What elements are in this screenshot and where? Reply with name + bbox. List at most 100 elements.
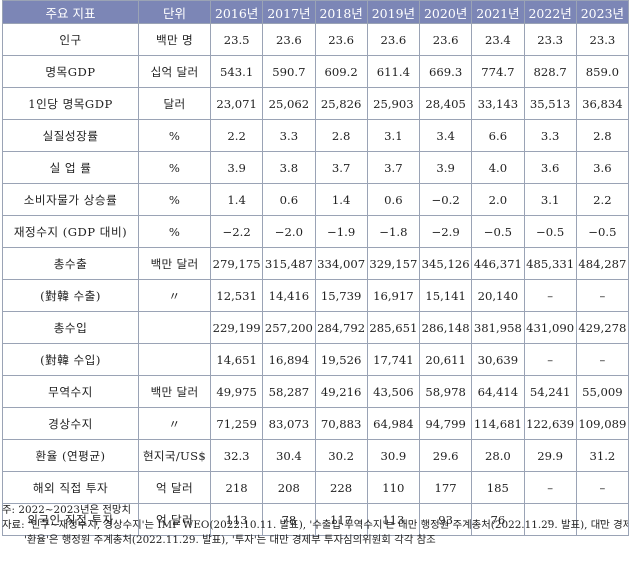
value-cell: 185 [471, 471, 525, 504]
value-cell: 2.2 [575, 183, 630, 216]
header-year: 2017년 [262, 0, 316, 24]
value-cell: 25,826 [314, 87, 368, 120]
table-row: 경상수지 〃 71,259 83,073 70,883 64,984 94,799 114,6… [2, 407, 630, 440]
row-unit: 백만 명 [138, 23, 211, 56]
value-cell: 3.7 [366, 151, 421, 184]
value-cell: 36,834 [575, 87, 630, 120]
value-cell: 859.0 [575, 55, 630, 88]
header-year: 2020년 [418, 0, 473, 24]
row-unit: % [138, 151, 211, 184]
table-row: 총수입 229,199 257,200 284,792 285,651 286,148 38… [2, 311, 630, 344]
value-cell: 23.4 [471, 23, 525, 56]
value-cell: −0.5 [575, 215, 630, 248]
table-row: 소비자물가 상승률% 1.4 0.6 1.4 0.6 −0.2 2.0 3.1 2.2 [2, 183, 630, 216]
table-row: (對韓 수입) 14,651 16,894 19,526 17,741 20,611 30,… [2, 343, 630, 376]
value-cell: 828.7 [523, 55, 577, 88]
table-row: (對韓 수출) 〃 12,531 14,416 15,739 16,917 15,141 20… [2, 279, 630, 312]
header-year: 2016년 [209, 0, 264, 24]
header-indicator: 주요 지표 [2, 0, 139, 24]
value-cell: 32.3 [209, 439, 264, 472]
value-cell: 64,984 [366, 407, 421, 440]
table-header: 주요 지표 단위 2016년 2017년 2018년 2019년 2020년 2021년 202… [2, 0, 630, 24]
row-label: 경상수지 [2, 407, 139, 440]
table-row: 총수출 백만 달러 279,175 315,487 334,007 329,157 345,… [2, 247, 630, 280]
value-cell: 28,405 [418, 87, 473, 120]
value-cell: 774.7 [471, 55, 525, 88]
value-cell: 64,414 [471, 375, 525, 408]
value-cell: 429,278 [575, 311, 630, 344]
row-label: 인구 [2, 23, 139, 56]
value-cell: 20,611 [418, 343, 473, 376]
row-label: (對韓 수출) [2, 279, 139, 312]
row-unit: 달러 [138, 87, 211, 120]
value-cell: 229,199 [209, 311, 264, 344]
value-cell: 114,681 [471, 407, 525, 440]
row-label: 1인당 명목GDP [2, 87, 139, 120]
row-unit: 〃 [138, 407, 211, 440]
value-cell: 218 [209, 471, 264, 504]
value-cell: 3.1 [523, 183, 577, 216]
row-label: 명목GDP [2, 55, 139, 88]
table-row: 명목GDP 십억 달러 543.1 590.7 609.2 611.4 669.3 774.7… [2, 55, 630, 88]
row-unit: % [138, 183, 211, 216]
value-cell: 19,526 [314, 343, 368, 376]
value-cell: −0.5 [471, 215, 525, 248]
value-cell: −0.5 [523, 215, 577, 248]
value-cell: 1.4 [314, 183, 368, 216]
row-unit: 백만 달러 [138, 247, 211, 280]
table-row: 1인당 명목GDP 달러 23,071 25,062 25,826 25,903 28,40… [2, 87, 630, 120]
value-cell: 2.2 [209, 119, 264, 152]
table-row: 인구 백만 명 23.5 23.6 23.6 23.6 23.6 23.4 23.3 23.3 [2, 23, 630, 56]
value-cell: −2.2 [209, 215, 264, 248]
row-label: 무역수지 [2, 375, 139, 408]
value-cell: 543.1 [209, 55, 264, 88]
value-cell: 446,371 [471, 247, 525, 280]
row-label: (對韓 수입) [2, 343, 139, 376]
note-line: 주: 2022~2023년은 전망치 [2, 504, 132, 516]
value-cell: 23.3 [523, 23, 577, 56]
value-cell: 49,975 [209, 375, 264, 408]
value-cell: 345,126 [418, 247, 473, 280]
row-label: 해외 직접 투자 [2, 471, 139, 504]
value-cell: 71,259 [209, 407, 264, 440]
table-row: 실 업 률% 3.9 3.8 3.7 3.7 3.9 4.0 3.6 3.6 [2, 151, 630, 184]
value-cell: 0.6 [262, 183, 316, 216]
value-cell: 15,141 [418, 279, 473, 312]
value-cell: 31.2 [575, 439, 630, 472]
value-cell: 23.6 [366, 23, 421, 56]
value-cell: 15,739 [314, 279, 368, 312]
value-cell: 12,531 [209, 279, 264, 312]
table-row: 외국인 직접 투자 억 달러 113 78 117 113 93 76– – [2, 503, 630, 536]
table-notes: 주: 2022~2023년은 전망치 자료: '인구~재정수지, 경상수지'는 … [2, 503, 628, 548]
value-cell: 25,903 [366, 87, 421, 120]
value-cell: 279,175 [209, 247, 264, 280]
value-cell: 93 [418, 503, 473, 536]
value-cell: 29.6 [418, 439, 473, 472]
row-label: 외국인 직접 투자 [2, 503, 139, 536]
row-label: 재정수지 (GDP 대비) [2, 215, 139, 248]
value-cell: 286,148 [418, 311, 473, 344]
row-unit: 〃 [138, 279, 211, 312]
value-cell: 1.4 [209, 183, 264, 216]
row-unit: 억 달러 [138, 503, 211, 536]
value-cell: 14,651 [209, 343, 264, 376]
value-cell: 315,487 [262, 247, 316, 280]
value-cell: 23.3 [575, 23, 630, 56]
header-year: 2023년 [575, 0, 630, 24]
value-cell: 4.0 [471, 151, 525, 184]
value-cell: 3.3 [523, 119, 577, 152]
value-cell: 23.6 [314, 23, 368, 56]
value-cell: 484,287 [575, 247, 630, 280]
value-cell: 110 [366, 471, 421, 504]
value-cell: 0.6 [366, 183, 421, 216]
value-cell: 14,416 [262, 279, 316, 312]
value-cell: 3.8 [262, 151, 316, 184]
header-year: 2019년 [366, 0, 421, 24]
value-cell: 55,009 [575, 375, 630, 408]
value-cell: −2.9 [418, 215, 473, 248]
value-cell: 23.5 [209, 23, 264, 56]
value-cell: 94,799 [418, 407, 473, 440]
value-cell: 70,883 [314, 407, 368, 440]
table-row: 해외 직접 투자 억 달러 218 208 228 110 177 185– – [2, 471, 630, 504]
value-cell: 30,639 [471, 343, 525, 376]
